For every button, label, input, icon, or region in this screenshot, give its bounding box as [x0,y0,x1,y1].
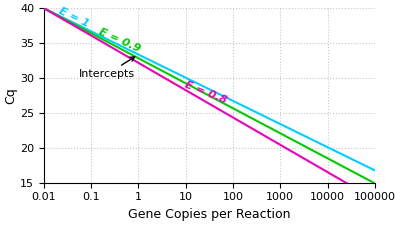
Text: E = 0.8: E = 0.8 [183,79,228,105]
Text: E = 0.9: E = 0.9 [97,27,142,54]
X-axis label: Gene Copies per Reaction: Gene Copies per Reaction [128,208,290,221]
Y-axis label: Cq: Cq [4,87,17,104]
Text: E = 1: E = 1 [57,6,91,29]
Text: Intercepts: Intercepts [79,57,135,79]
